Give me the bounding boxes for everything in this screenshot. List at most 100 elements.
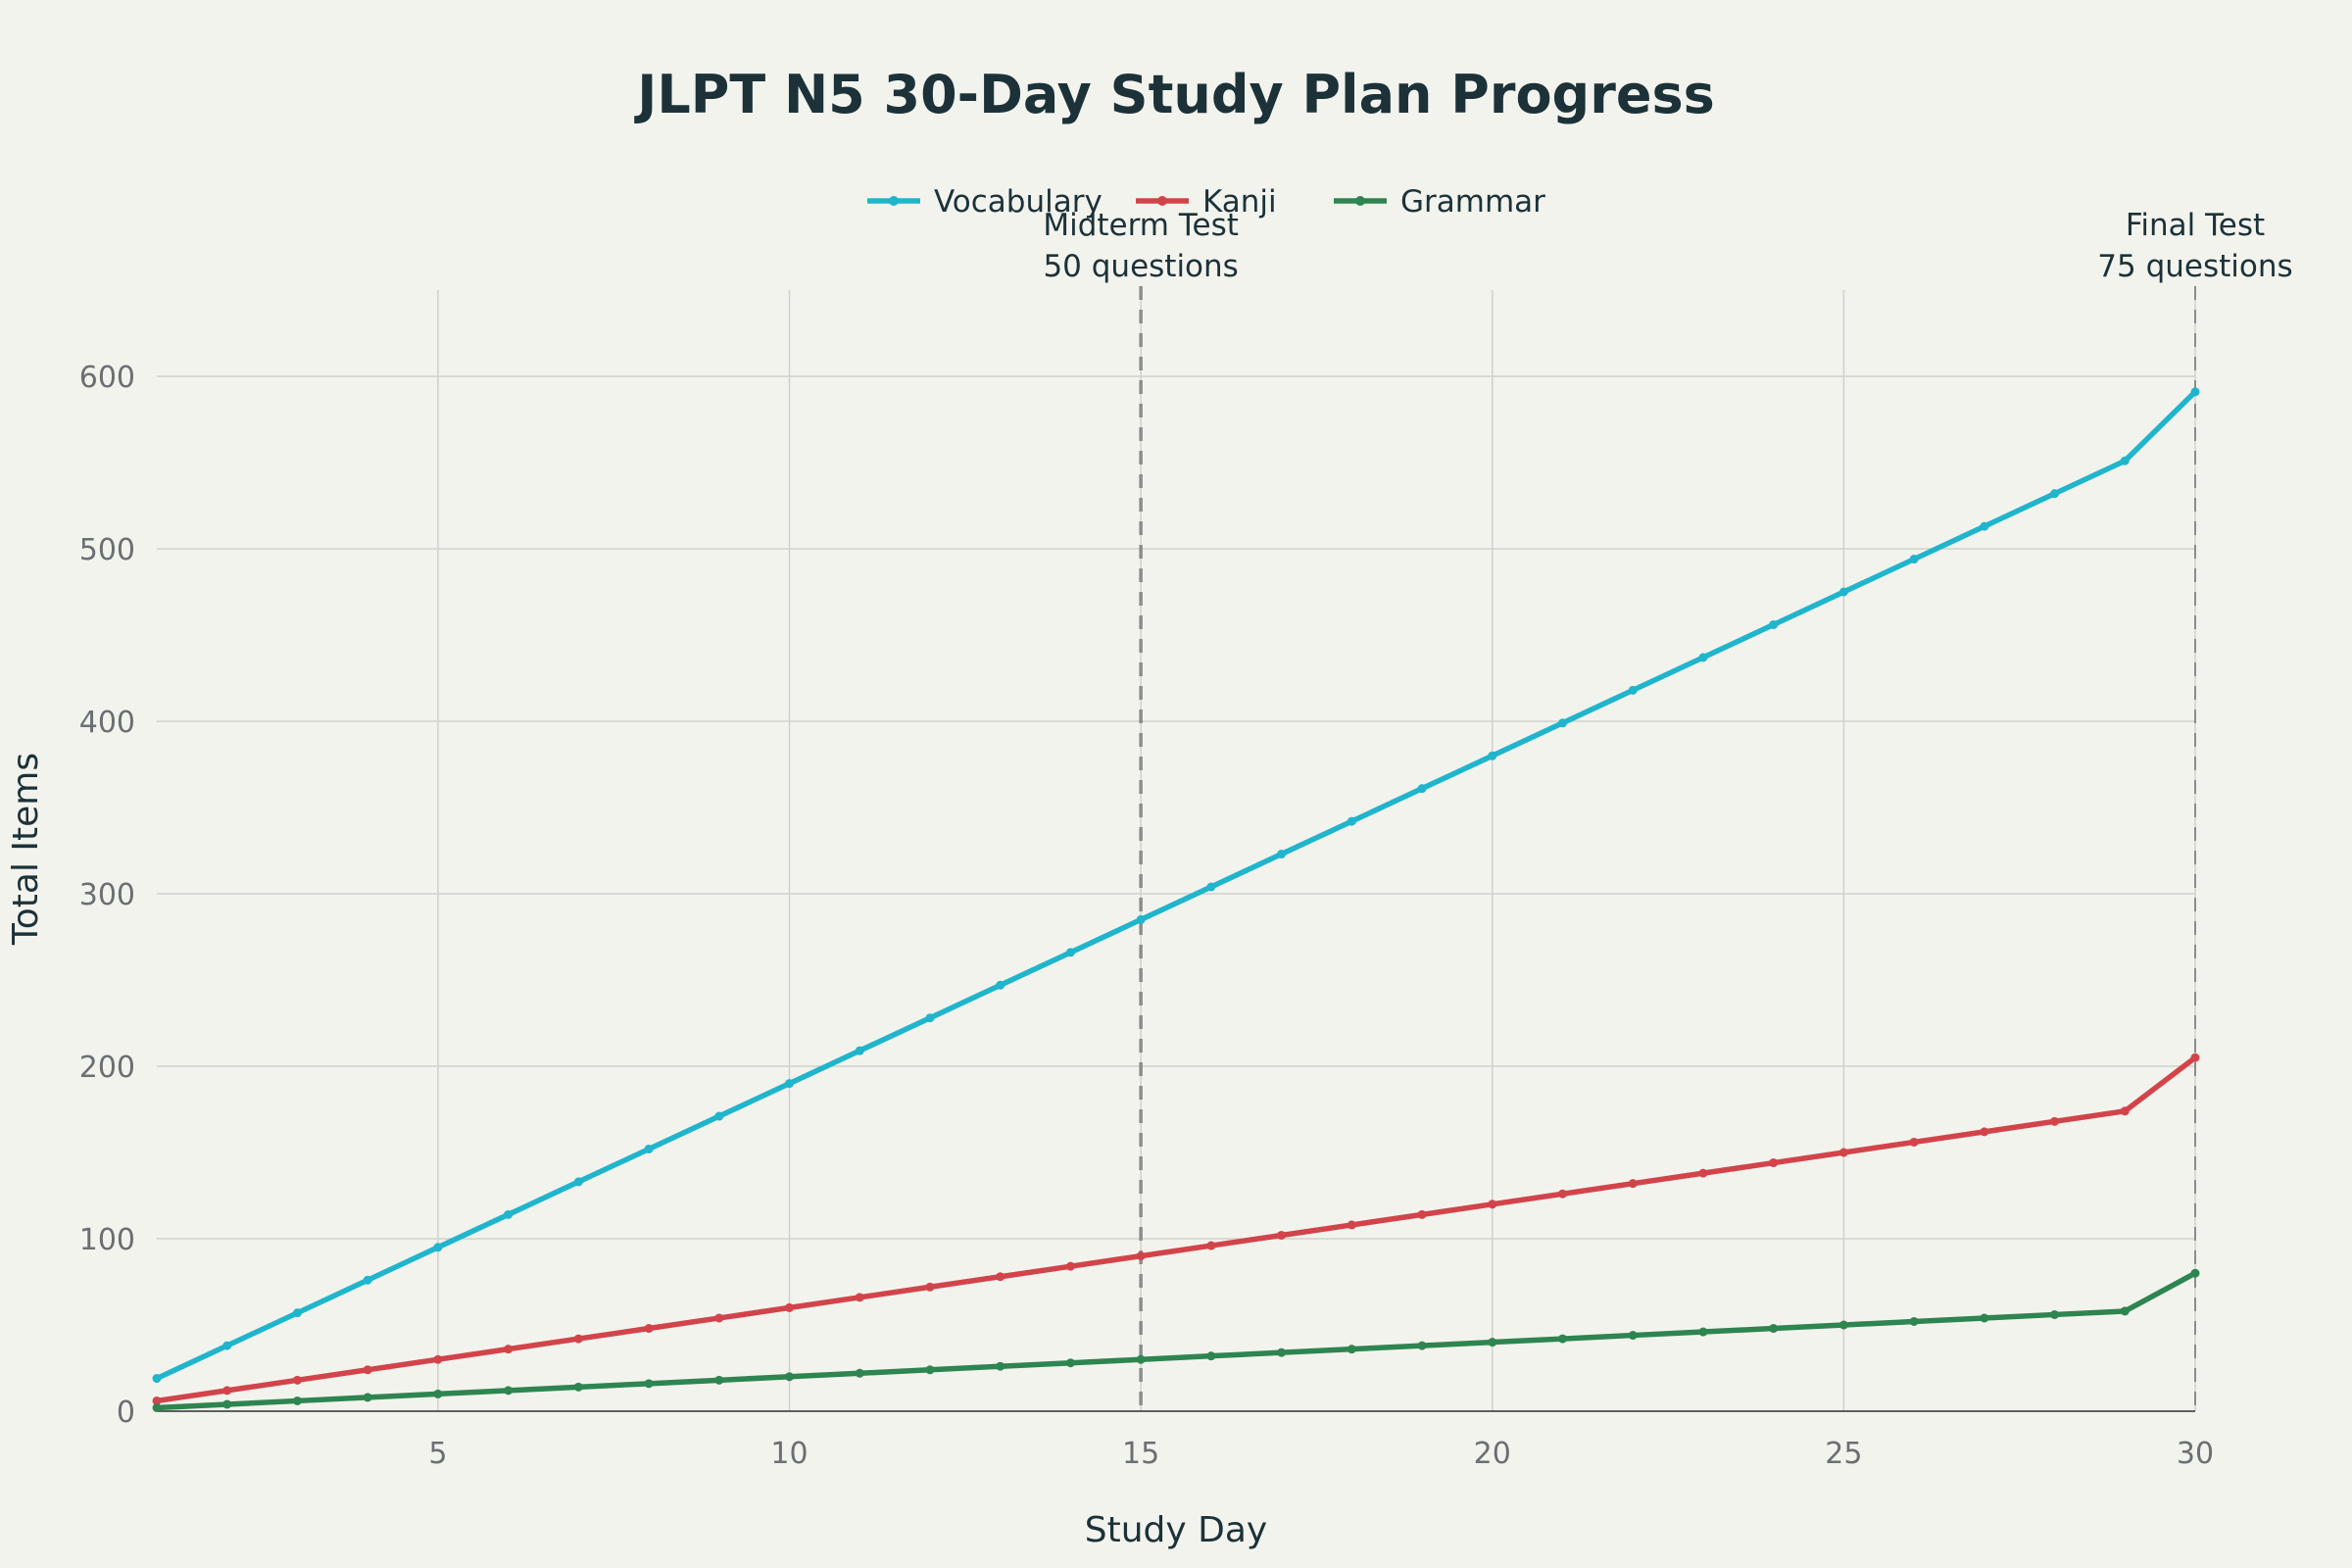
kanji-point	[1769, 1158, 1779, 1168]
kanji-point	[1065, 1261, 1075, 1271]
grammar-point	[433, 1389, 443, 1398]
kanji-point	[996, 1272, 1005, 1282]
grammar-point	[504, 1386, 514, 1396]
vocabulary-point	[1347, 816, 1356, 826]
kanji-point	[1838, 1148, 1848, 1157]
vocabulary-point	[1065, 948, 1075, 957]
kanji-point	[1909, 1137, 1919, 1147]
grammar-point	[996, 1361, 1005, 1371]
legend-item-grammar[interactable]: Grammar	[1334, 184, 1545, 220]
x-tick-label: 5	[428, 1437, 447, 1471]
grammar-point	[2120, 1306, 2130, 1316]
grammar-point	[1206, 1351, 1216, 1361]
vocabulary-point	[1488, 751, 1497, 760]
kanji-line	[154, 1054, 2198, 1404]
vocabulary-point	[1838, 587, 1848, 597]
grammar-point	[925, 1365, 935, 1375]
annotation-detail: 50 questions	[1043, 249, 1238, 284]
vocabulary-point	[785, 1079, 795, 1089]
grammar-point	[1557, 1334, 1567, 1344]
grammar-point	[1488, 1338, 1497, 1348]
kanji-point	[855, 1293, 864, 1302]
grammar-point	[1277, 1348, 1287, 1357]
vocabulary-point	[1909, 555, 1919, 564]
kanji-point	[925, 1282, 935, 1292]
y-tick-label: 600	[79, 361, 135, 395]
grammar-line	[154, 1270, 2198, 1411]
x-tick-label: 10	[770, 1437, 808, 1471]
kanji-point	[222, 1386, 232, 1396]
grammar-point	[1698, 1327, 1708, 1337]
x-tick-label: 15	[1122, 1437, 1159, 1471]
kanji-point	[714, 1313, 724, 1323]
vocabulary-point	[222, 1341, 232, 1350]
grammar-point	[1628, 1331, 1638, 1341]
vocabulary-point	[1698, 653, 1708, 662]
legend-label: Kanji	[1202, 184, 1277, 220]
vocabulary-point	[292, 1308, 302, 1318]
kanji-point	[573, 1334, 583, 1344]
grammar-point	[2050, 1309, 2060, 1319]
legend-item-kanji[interactable]: Kanji	[1136, 184, 1277, 220]
grammar-point	[1838, 1320, 1848, 1330]
kanji-point	[785, 1302, 795, 1312]
vocabulary-point	[2190, 387, 2200, 397]
series-vocabulary	[152, 387, 2200, 1384]
kanji-point	[1417, 1209, 1427, 1219]
y-tick-label: 200	[79, 1051, 135, 1085]
kanji-point	[1136, 1251, 1146, 1261]
legend-label: Grammar	[1400, 184, 1545, 220]
y-tick-label: 400	[79, 706, 135, 740]
vocabulary-point	[152, 1374, 162, 1384]
legend-marker	[1355, 196, 1365, 206]
grammar-point	[1136, 1354, 1146, 1364]
grammar-point	[1769, 1324, 1779, 1334]
y-axis-title: Total Items	[6, 753, 46, 946]
y-tick-label: 0	[117, 1396, 135, 1430]
test-annotations: Midterm Test 50 questions Final Test 75 que…	[1043, 208, 2292, 284]
x-tick-label: 20	[1474, 1437, 1511, 1471]
grammar-point	[785, 1372, 795, 1382]
legend-item-vocabulary[interactable]: Vocabulary	[867, 184, 1102, 220]
vocabulary-point	[433, 1243, 443, 1252]
legend-marker	[889, 196, 899, 206]
grammar-point	[573, 1382, 583, 1392]
vocabulary-point	[1980, 521, 1989, 531]
kanji-point	[1277, 1230, 1287, 1240]
vocabulary-point	[855, 1046, 864, 1055]
series-lines	[152, 387, 2200, 1412]
grammar-point	[292, 1396, 302, 1405]
kanji-point	[504, 1345, 514, 1354]
x-tick-label: 25	[1825, 1437, 1862, 1471]
grammar-point	[363, 1393, 372, 1402]
vocabulary-point	[1277, 850, 1287, 859]
kanji-point	[152, 1396, 162, 1405]
annotation-title: Final Test	[2126, 208, 2265, 243]
vocabulary-point	[1628, 685, 1638, 695]
vocabulary-point	[1417, 784, 1427, 794]
legend[interactable]: Vocabulary Kanji Grammar	[867, 184, 1545, 220]
kanji-point	[1347, 1220, 1356, 1230]
kanji-point	[1557, 1189, 1567, 1199]
kanji-point	[1980, 1127, 1989, 1137]
chart-title: JLPT N5 30-Day Study Plan Progress	[633, 64, 1715, 125]
vocabulary-line	[154, 389, 2198, 1382]
x-axis-title: Study Day	[1085, 1510, 1267, 1550]
series-kanji	[152, 1053, 2200, 1405]
legend-marker	[1157, 196, 1167, 206]
vocabulary-point	[925, 1013, 935, 1023]
grammar-point	[2190, 1268, 2200, 1278]
vocabulary-point	[573, 1177, 583, 1187]
vocabulary-point	[1769, 619, 1779, 629]
grammar-point	[152, 1402, 162, 1412]
series-grammar	[152, 1268, 2200, 1412]
grammar-point	[1909, 1316, 1919, 1326]
annotation-title: Midterm Test	[1043, 208, 1239, 243]
vocabulary-point	[2050, 489, 2060, 499]
vocabulary-point	[1206, 882, 1216, 892]
grammar-point	[1417, 1341, 1427, 1350]
grammar-point	[1065, 1358, 1075, 1368]
y-tick-label: 500	[79, 533, 135, 567]
vocabulary-point	[363, 1275, 372, 1285]
